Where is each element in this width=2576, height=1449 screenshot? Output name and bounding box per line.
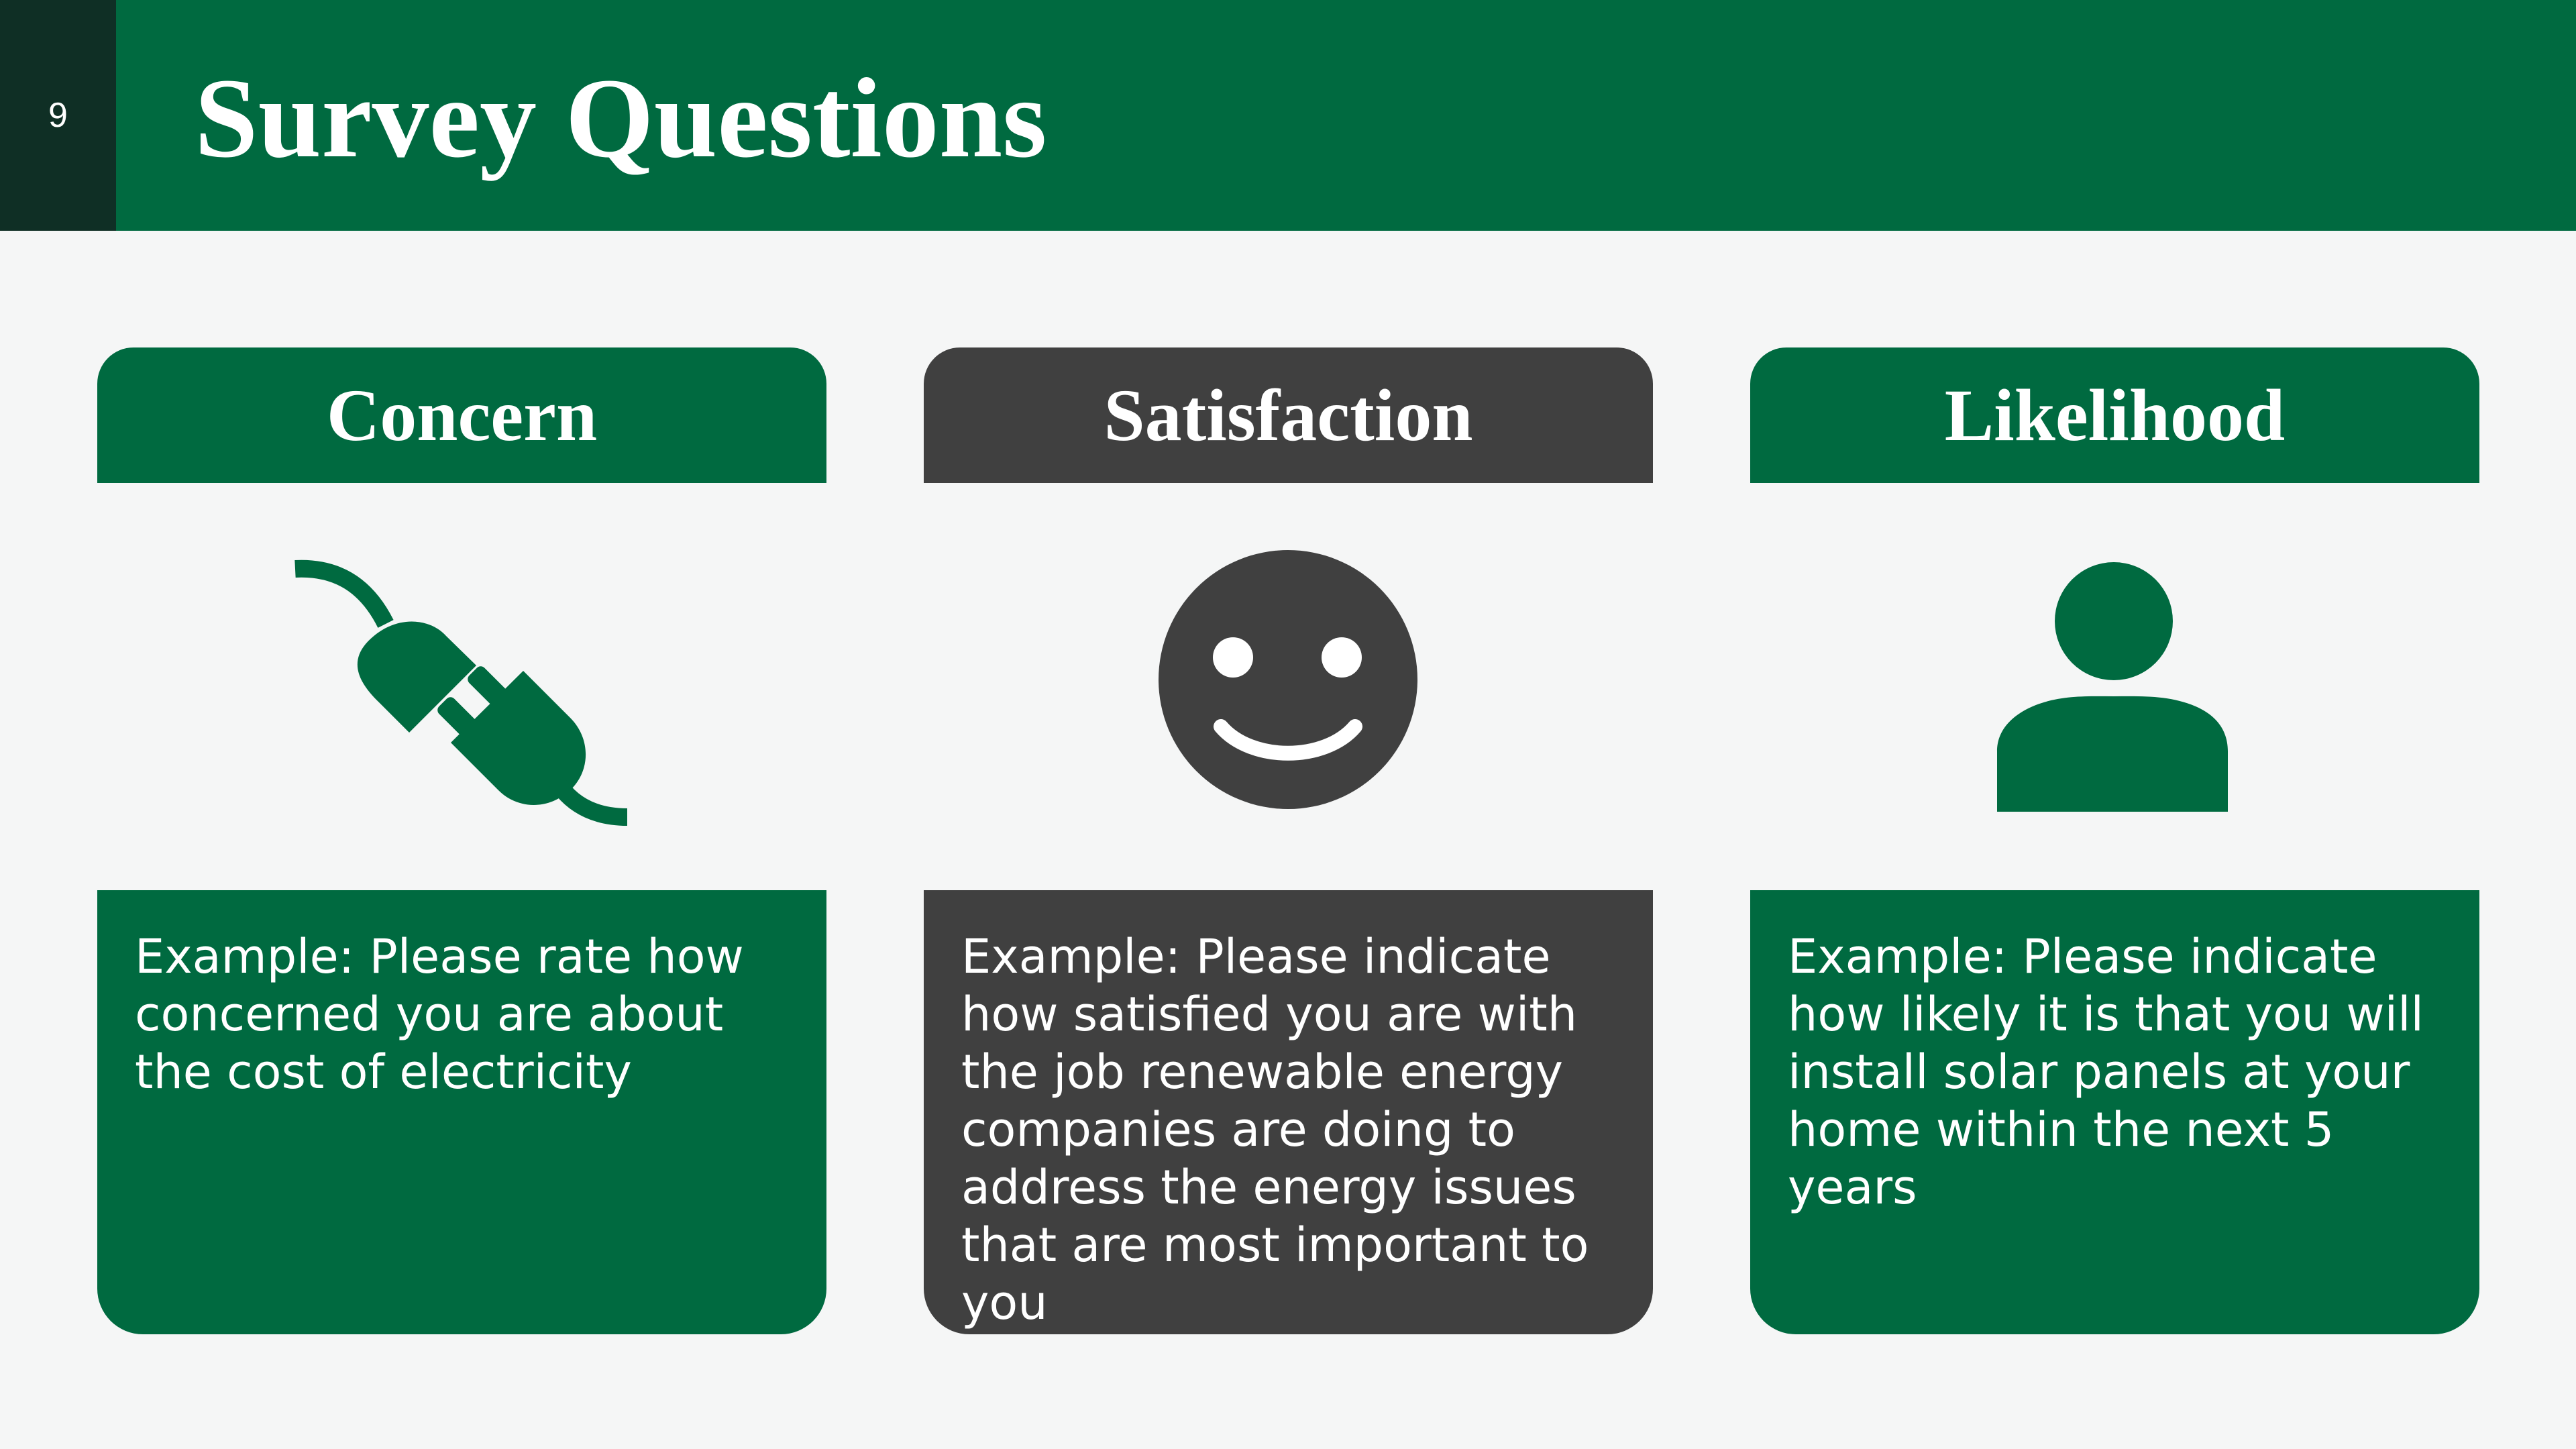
slide-number-box [0, 0, 116, 231]
smiley-icon [1159, 550, 1417, 809]
card-heading-concern: Concern [97, 347, 826, 483]
card-heading-satisfaction: Satisfaction [924, 347, 1653, 483]
person-icon [1997, 562, 2228, 812]
card-heading-likelihood: Likelihood [1750, 347, 2479, 483]
card-text-likelihood: Example: Please indicate how likely it i… [1750, 890, 2479, 1334]
card-text-concern: Example: Please rate how concerned you a… [97, 890, 826, 1334]
page-title: Survey Questions [195, 55, 1047, 181]
plug-icon [294, 559, 628, 826]
slide-number: 9 [48, 96, 68, 135]
card-text-satisfaction: Example: Please indicate how satisfied y… [924, 890, 1653, 1334]
title-bar [0, 0, 2576, 231]
